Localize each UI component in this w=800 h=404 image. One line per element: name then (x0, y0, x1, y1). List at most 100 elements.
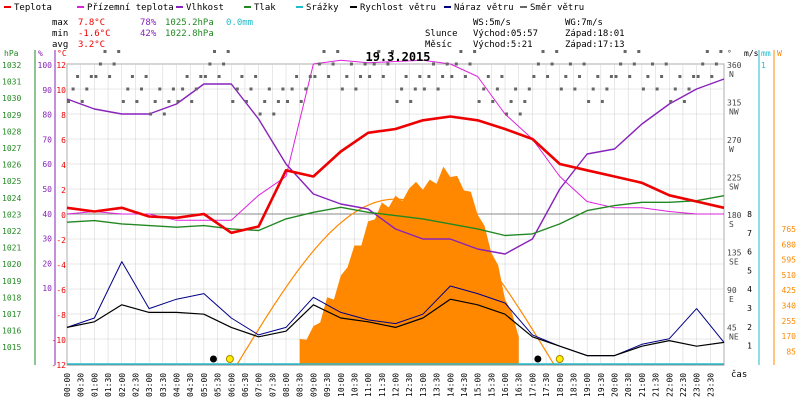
axis-dir-tick-3: 225 (727, 174, 742, 183)
wind-dir-mark-14-5 (473, 50, 477, 53)
x-tick-34: 17:00 (528, 373, 537, 397)
axis-wm2-tick-4: 425 (782, 286, 797, 295)
sunrise-marker (225, 355, 234, 363)
chart-title: 19.3.2015 (365, 50, 430, 64)
wind-dir-mark-10-5 (363, 62, 367, 66)
axis-pct-tick-1: 90 (42, 86, 52, 95)
x-tick-40: 20:00 (611, 373, 620, 397)
axis-pct-tick-3: 70 (42, 135, 52, 144)
axis-hpa-tick-3: 1029 (2, 111, 21, 120)
wind-dir-mark-16-4 (523, 100, 527, 103)
wind-dir-mark-10-1 (345, 75, 349, 78)
wind-dir-mark-19-5 (609, 75, 613, 78)
x-tick-13: 06:30 (241, 373, 250, 397)
axis-pct-tick-7: 30 (42, 235, 52, 244)
wind-dir-mark-14-4 (468, 62, 472, 66)
wind-dir-mark-22-2 (678, 75, 682, 78)
axis-degc-tick-1: 10 (56, 86, 66, 95)
x-tick-45: 22:30 (679, 373, 688, 397)
wind-dir-mark-6-4 (249, 87, 253, 91)
wind-dir-mark-7-1 (263, 100, 267, 103)
wind-direction-marks (67, 50, 723, 116)
stats-min-hum: 42% (140, 29, 157, 39)
x-tick-32: 16:00 (501, 373, 510, 397)
stats-min-temp: -1.6°C (78, 29, 111, 39)
wind-dir-mark-11-3 (381, 75, 385, 78)
x-tick-23: 11:30 (378, 373, 387, 397)
wind-dir-mark-9-0 (313, 75, 317, 78)
axis-degc-tick-0: 12 (56, 61, 66, 70)
axis-dir-compass-5: SE (729, 258, 739, 267)
wind-dir-mark-22-1 (673, 87, 677, 91)
wind-dir-mark-10-4 (359, 75, 362, 78)
wind-dir-mark-17-3 (546, 75, 550, 78)
wind-dir-mark-10-0 (340, 87, 344, 91)
wind-dir-mark-2-3 (135, 100, 139, 103)
wind-dir-mark-5-3 (217, 75, 221, 78)
wind-dir-mark-15-3 (491, 100, 495, 103)
x-tick-42: 21:00 (638, 373, 647, 397)
axis-hpa-tick-6: 1026 (2, 161, 21, 170)
axis-hpa-tick-2: 1030 (2, 94, 21, 103)
axis-dir-tick-2: 270 (727, 136, 742, 145)
axis-hpa-tick-8: 1024 (2, 194, 21, 203)
axis-pct-tick-6: 40 (42, 210, 52, 219)
wind-dir-mark-8-3 (299, 100, 303, 103)
axis-degc-tick-9: -6 (56, 286, 66, 295)
wind-dir-mark-1-0 (94, 75, 98, 78)
x-tick-3: 01:30 (104, 373, 113, 397)
wind-dir-mark-9-3 (327, 75, 331, 78)
sun-moon-markers (209, 355, 564, 363)
wind-dir-mark-13-3 (436, 87, 440, 91)
axis-dir-tick-7: 45 (727, 324, 737, 333)
wind-dir-mark-17-1 (536, 62, 540, 66)
wind-dir-mark-22-4 (687, 87, 691, 91)
wind-dir-mark-17-5 (555, 50, 559, 53)
wind-dir-mark-2-4 (140, 87, 143, 91)
info-moon-label: Měsíc (425, 40, 452, 50)
solar-radiation-area (299, 166, 519, 365)
wind-dir-mark-0-1 (71, 87, 75, 91)
stats-min-press: 1022.8hPa (165, 29, 214, 39)
wind-dir-mark-6-0 (231, 100, 235, 103)
x-tick-1: 00:30 (77, 373, 86, 397)
axis-unit-hpa: hPa (4, 49, 19, 58)
stats-max-rain: 0.0mm (226, 18, 253, 28)
axis-pct-tick-2: 80 (42, 111, 52, 120)
wind-dir-mark-21-5 (664, 62, 668, 66)
wind-dir-mark-9-1 (317, 62, 321, 66)
axis-hpa-tick-10: 1022 (2, 227, 21, 236)
x-tick-31: 15:30 (487, 373, 496, 397)
stats-max-temp: 7.8°C (78, 18, 105, 28)
x-tick-12: 06:00 (227, 373, 236, 397)
wind-dir-mark-0-3 (80, 100, 84, 103)
wind-dir-mark-5-0 (203, 75, 207, 78)
axis-pct-tick-5: 50 (42, 185, 52, 194)
x-tick-5: 02:30 (131, 373, 140, 397)
wind-dir-mark-1-5 (117, 50, 121, 53)
wind-dir-mark-12-4 (413, 87, 417, 91)
series-line-Rychlost větru (66, 298, 725, 357)
x-tick-43: 21:30 (652, 373, 661, 397)
axis-ms-tick-3: 5 (747, 266, 752, 275)
wind-dir-mark-8-1 (290, 87, 294, 91)
axis-dir-compass-2: W (729, 145, 734, 154)
wind-dir-mark-16-3 (518, 112, 522, 116)
x-tick-35: 17:30 (542, 373, 551, 397)
wind-dir-mark-19-0 (587, 100, 591, 103)
wind-dir-mark-18-0 (559, 87, 563, 91)
x-tick-16: 08:00 (282, 373, 291, 397)
x-tick-41: 20:30 (624, 373, 633, 397)
wind-dir-mark-4-1 (181, 87, 185, 91)
x-tick-10: 05:00 (200, 373, 209, 397)
moonset-marker (534, 355, 542, 363)
wind-dir-mark-5-4 (222, 62, 226, 66)
axis-ms-tick-5: 3 (747, 304, 752, 313)
wind-dir-mark-6-1 (235, 87, 239, 91)
legend: Teplota Přízemní teplota Vlhkost Tlak Srážky… (4, 3, 584, 13)
wind-dir-mark-5-1 (208, 62, 212, 66)
x-tick-15: 07:30 (268, 373, 277, 397)
stats-avg-temp: 3.2°C (78, 40, 105, 50)
